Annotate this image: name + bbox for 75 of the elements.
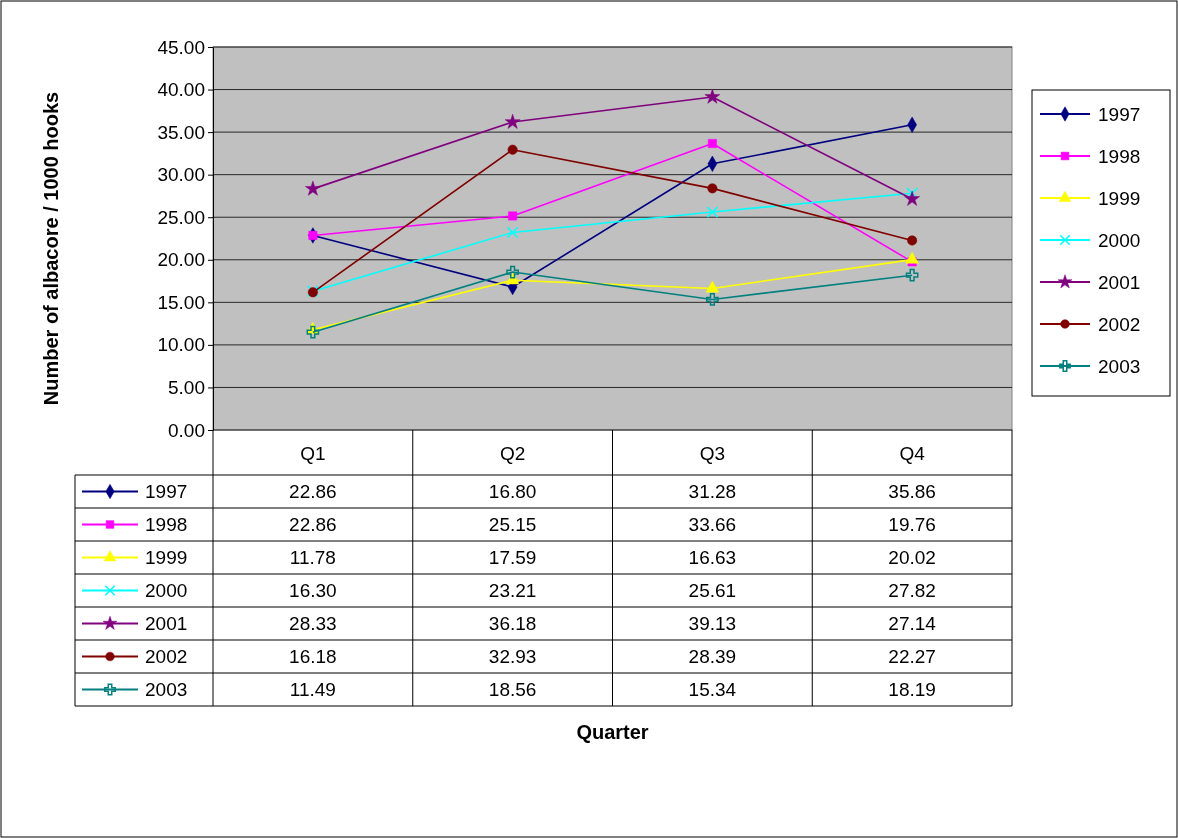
data-label: 11.49 [289,679,336,701]
data-label: 18.19 [888,679,936,701]
point [704,88,721,104]
legend-label: 1998 [1098,145,1141,167]
data-label: 31.28 [688,481,737,503]
point [508,211,518,221]
data-label: 20.02 [888,547,936,569]
text: 2003 [145,679,188,701]
point [705,280,719,293]
point [706,206,719,218]
legend-label: 2003 [1098,355,1141,377]
data-label: 25.61 [688,580,737,602]
point [905,252,919,264]
legend-label: 1997 [1098,103,1141,125]
text: 2001 [145,613,188,635]
y-tick-label: 40.00 [157,79,205,101]
text: 1998 [145,514,188,536]
point [507,144,518,155]
y-tick-label: 5.00 [168,377,205,399]
point [504,113,521,129]
y-tick-label: 10.00 [157,334,205,356]
data-label: 17.59 [488,547,537,569]
data-label: 22.86 [289,481,337,503]
data-label: 23.21 [488,580,537,602]
text: 2002 [145,646,188,668]
y-tick-label: 0.00 [168,419,205,441]
point [506,226,519,239]
text: 2000 [145,580,188,602]
data-label: 36.18 [488,613,537,635]
data-label: 16.80 [488,481,537,503]
point [707,139,717,148]
legend-label: 2001 [1098,271,1141,293]
y-tick-label: 15.00 [157,291,205,313]
data-label: 39.13 [688,613,737,635]
y-tick-label: 20.00 [157,249,205,271]
x-tick-label: Q4 [899,442,926,464]
x-tick-label: Q1 [300,442,326,464]
data-label: 11.78 [289,547,336,569]
data-label: 32.93 [488,646,537,668]
point [305,180,321,196]
data-label: 28.39 [688,646,737,668]
x-tick-label: Q3 [699,442,726,464]
legend-label: 2002 [1098,313,1141,335]
point [306,325,320,339]
data-label: 22.27 [888,646,936,668]
data-label: 16.18 [289,646,337,668]
point [706,293,719,306]
y-tick-label: 30.00 [157,164,205,186]
point [907,235,918,246]
data-label: 35.86 [888,481,936,503]
data-label: 19.76 [888,514,936,536]
text: 1997 [145,481,188,503]
legend-label: 1999 [1098,187,1141,209]
point [506,265,519,279]
data-label: 33.66 [688,514,737,536]
data-label: 25.15 [488,514,537,536]
text: 1999 [145,547,188,569]
point [905,268,919,282]
y-tick-label: 45.00 [157,36,205,58]
data-label: 16.30 [289,580,337,602]
text: Quarter [576,721,649,743]
legend-label: 2000 [1098,229,1141,251]
y-axis-title: Number of albacore / 1000 hooks [40,91,62,406]
data-label: 22.86 [289,514,337,536]
data-label: 18.56 [488,679,537,701]
data-label: 28.33 [289,613,337,635]
data-label: 27.14 [888,613,937,635]
point [707,183,718,194]
x-tick-label: Q2 [499,442,526,464]
point [904,190,920,206]
y-tick-label: 35.00 [157,121,205,143]
y-tick-label: 25.00 [157,206,205,228]
data-label: 16.63 [688,547,737,569]
data-label: 27.82 [888,580,936,602]
data-label: 15.34 [688,679,737,701]
